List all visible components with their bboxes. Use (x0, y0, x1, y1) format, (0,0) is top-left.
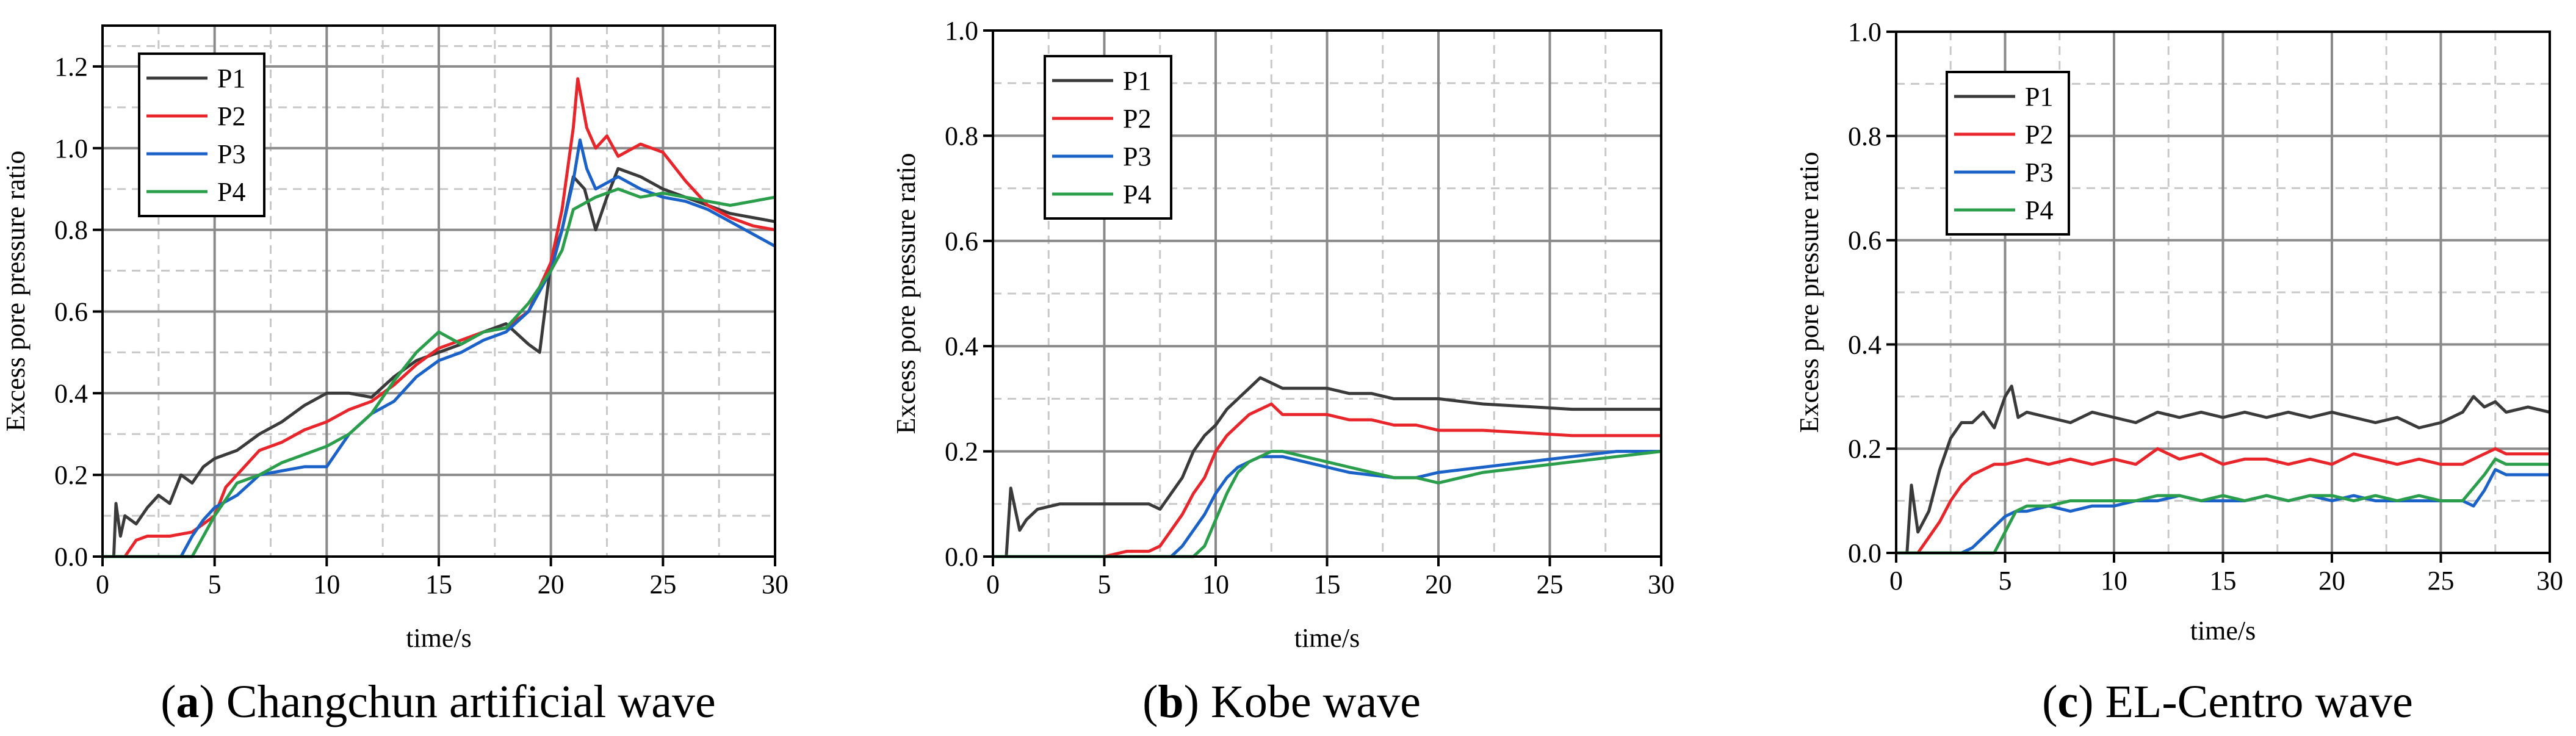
y-tick-label: 1.0 (1848, 17, 1881, 47)
x-tick-label: 5 (1999, 566, 2012, 596)
chart-a: 0 5 10 15 20 25 30 0.0 0.2 0.4 0.6 0.8 1.0 1.2 time/s E… (1, 24, 788, 727)
x-tick-label: 5 (1098, 569, 1111, 599)
y-tick-label: 0.2 (54, 460, 88, 490)
y-tick-label: 0.8 (54, 215, 88, 245)
x-axis-label: time/s (406, 623, 472, 653)
legend-box (1044, 55, 1172, 220)
y-tick-label: 1.2 (54, 52, 88, 82)
y-tick-label: 0.4 (1848, 330, 1881, 359)
x-tick-label: 10 (1202, 569, 1229, 599)
series-line-p2 (1896, 447, 2550, 555)
chart-b: 0 5 10 15 20 25 30 0.0 0.2 0.4 0.6 0.8 1.0 time/s Exce… (891, 16, 1675, 727)
series-line-p3 (993, 450, 1661, 558)
y-tick-label: 0.0 (1848, 538, 1881, 568)
x-tick-label: 5 (208, 569, 222, 599)
legend-label-p3: P3 (217, 139, 245, 169)
series-line-p4 (103, 187, 776, 558)
series-line-p3 (1896, 467, 2550, 555)
legend-label-p4: P4 (1123, 179, 1151, 209)
x-tick-label: 10 (2101, 566, 2127, 596)
y-tick-label: 1.0 (54, 134, 88, 164)
chart-c: 0 5 10 15 20 25 30 0.0 0.2 0.4 0.6 0.8 1.0 time/s Exce… (1794, 17, 2563, 727)
legend-label-p2: P2 (1123, 104, 1151, 134)
y-tick-label: 0.6 (945, 226, 978, 256)
legend-label-p1: P1 (1123, 66, 1151, 96)
x-tick-label: 0 (986, 569, 1000, 599)
x-tick-label: 20 (1425, 569, 1452, 599)
legend-label-p2: P2 (217, 101, 245, 131)
y-tick-label: 0.6 (54, 297, 88, 327)
legend-label-p3: P3 (2025, 157, 2053, 187)
y-tick-label: 0.4 (54, 378, 88, 408)
legend-box (138, 52, 265, 217)
x-axis-label: time/s (1294, 623, 1360, 653)
y-axis-label: Excess pore pressure ratio (891, 153, 921, 435)
y-tick-label: 0.8 (1848, 121, 1881, 151)
legend-label-p4: P4 (2025, 195, 2053, 225)
series-line-p4 (993, 450, 1662, 558)
series-line-p2 (993, 402, 1661, 558)
x-tick-label: 25 (1537, 569, 1564, 599)
x-tick-label: 25 (649, 569, 676, 599)
legend-box (1946, 71, 2070, 236)
series-line-p4 (1896, 457, 2550, 555)
x-tick-label: 30 (2536, 566, 2563, 596)
legend-label-p1: P1 (217, 63, 245, 93)
legend-label-p1: P1 (2025, 82, 2053, 112)
caption: (b) Kobe wave (1142, 676, 1421, 727)
y-tick-label: 0.2 (945, 437, 978, 467)
series-line-p1 (1896, 384, 2550, 555)
legend-label-p3: P3 (1123, 142, 1151, 171)
legend-label-p2: P2 (2025, 120, 2053, 150)
x-tick-label: 15 (1314, 569, 1341, 599)
x-tick-label: 15 (2210, 566, 2237, 596)
y-tick-label: 1.0 (945, 16, 978, 46)
series-line-p1 (993, 376, 1661, 558)
x-tick-label: 20 (538, 569, 565, 599)
y-axis-label: Excess pore pressure ratio (1794, 152, 1824, 433)
x-tick-label: 30 (762, 569, 788, 599)
y-tick-label: 0.2 (1848, 434, 1881, 464)
x-tick-label: 0 (96, 569, 109, 599)
y-tick-label: 0.6 (1848, 226, 1881, 256)
legend-label-p4: P4 (217, 177, 245, 207)
x-tick-label: 30 (1648, 569, 1675, 599)
y-tick-label: 0.8 (945, 121, 978, 151)
y-tick-label: 0.4 (945, 331, 978, 361)
y-tick-label: 0.0 (945, 542, 978, 572)
x-tick-label: 0 (1889, 566, 1903, 596)
x-tick-label: 25 (2428, 566, 2455, 596)
caption: (a) Changchun artificial wave (161, 676, 716, 727)
y-axis-label: Excess pore pressure ratio (1, 151, 31, 432)
y-tick-label: 0.0 (54, 542, 88, 572)
x-axis-label: time/s (2190, 616, 2256, 646)
x-tick-label: 10 (313, 569, 340, 599)
caption: (c) EL-Centro wave (2042, 676, 2413, 727)
x-tick-label: 15 (425, 569, 452, 599)
x-tick-label: 20 (2318, 566, 2345, 596)
